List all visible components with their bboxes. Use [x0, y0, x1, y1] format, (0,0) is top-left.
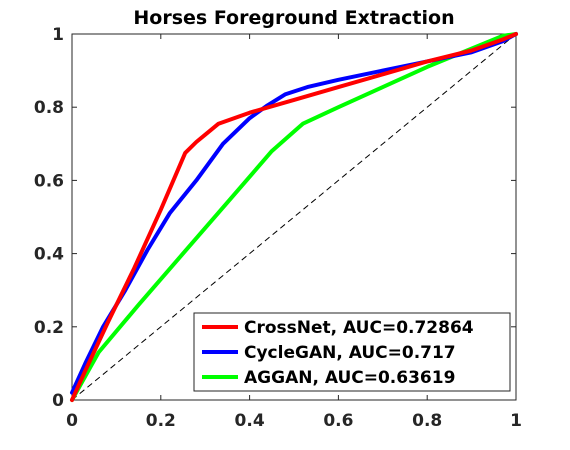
chart-title: Horses Foreground Extraction — [133, 7, 454, 29]
diagonal-reference-line — [71, 33, 517, 401]
x-tick-label: 0.4 — [235, 411, 265, 431]
legend-label-aggan: AGGAN, AUC=0.63619 — [244, 368, 455, 388]
x-tick-label: 0 — [66, 411, 78, 431]
legend: CrossNet, AUC=0.72864 CycleGAN, AUC=0.717… — [193, 312, 511, 392]
y-tick-label: 0.2 — [34, 318, 64, 338]
y-tick-label: 0.6 — [34, 171, 64, 191]
x-tick-label: 0.6 — [323, 411, 353, 431]
legend-label-crossnet: CrossNet, AUC=0.72864 — [244, 318, 474, 338]
y-tick-label: 0.8 — [34, 98, 64, 118]
x-tick-label: 0.2 — [146, 411, 176, 431]
x-tick-label: 0.8 — [412, 411, 442, 431]
y-tick-label: 1 — [52, 25, 64, 45]
series-line-crossnet — [70, 32, 518, 402]
y-tick-label: 0.4 — [34, 245, 64, 265]
y-tick-label: 0 — [52, 391, 64, 411]
legend-box — [193, 312, 511, 392]
x-tick-label: 1 — [510, 411, 522, 431]
legend-label-cyclegan: CycleGAN, AUC=0.717 — [244, 343, 456, 363]
